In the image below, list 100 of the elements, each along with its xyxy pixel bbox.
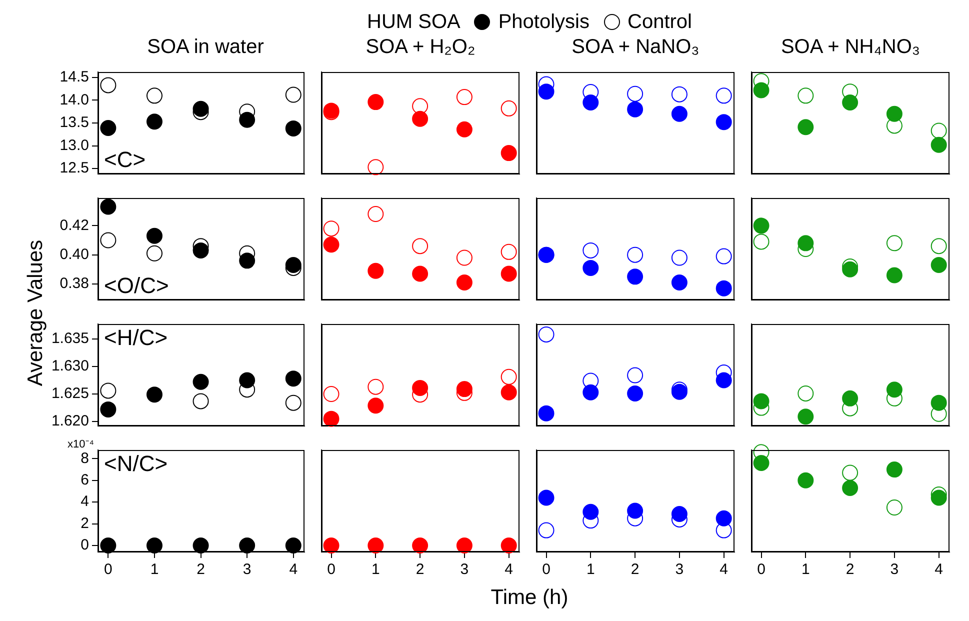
x-tick-label: 2 [846, 561, 854, 578]
point [368, 398, 384, 414]
legend-label: Control [628, 10, 692, 34]
text: x10⁻⁴ [68, 438, 94, 451]
point [627, 101, 644, 118]
point [100, 198, 116, 215]
point [323, 386, 340, 402]
x-tick-label: 2 [196, 561, 205, 578]
point [627, 502, 644, 519]
point [930, 257, 947, 274]
point [753, 455, 770, 472]
y-tick-label: 13.0 [60, 136, 89, 154]
point [753, 82, 770, 98]
point [716, 372, 732, 388]
point [716, 522, 732, 538]
y-tick-label: 14.0 [60, 91, 89, 108]
x-tick-label: 4 [504, 561, 514, 578]
point [716, 88, 732, 104]
x-tick-label: 3 [460, 561, 469, 578]
x-tick-label: 2 [630, 561, 640, 578]
point [716, 248, 732, 264]
chart-title: SOA + NH₄NO₃ [780, 36, 922, 60]
point [671, 274, 688, 291]
point [842, 390, 858, 406]
legend-title: HUM SOA [367, 10, 460, 34]
point [671, 250, 688, 266]
point [582, 260, 599, 276]
x-tick-label: 4 [289, 561, 298, 578]
point [886, 267, 902, 284]
point [456, 89, 472, 106]
point [285, 120, 302, 136]
y-tick-label: 13.5 [60, 114, 89, 132]
y-tick-label: 2 [80, 514, 89, 532]
x-tick-label: 4 [720, 561, 728, 578]
point [753, 393, 770, 410]
y-tick-label: 0.38 [60, 275, 89, 292]
y-tick-label: 1.625 [51, 385, 89, 402]
y-tick-label: 0.42 [60, 216, 89, 234]
x-tick-label: 2 [416, 561, 424, 578]
point [538, 405, 554, 422]
point [500, 266, 517, 282]
x-tick-label: 1 [371, 561, 380, 578]
point [285, 370, 302, 387]
chart-title: SOA + H₂O₂ [364, 36, 476, 60]
point [146, 386, 162, 403]
point [842, 480, 858, 496]
point [886, 118, 902, 134]
point [582, 384, 599, 400]
y-tick-label: 12.5 [60, 160, 89, 177]
x-tick-label: 3 [675, 561, 684, 578]
point [100, 232, 116, 248]
y-tick-label: 0 [80, 536, 89, 554]
point [100, 401, 116, 418]
point [930, 122, 947, 139]
x-tick-label: 3 [890, 561, 899, 578]
y-tick-label: 1.620 [51, 412, 89, 430]
point [671, 106, 688, 122]
point [412, 98, 428, 114]
point [412, 110, 428, 127]
point [239, 252, 256, 269]
point [886, 382, 902, 398]
x-tick-label: 1 [150, 561, 159, 578]
x-axis-title: Time (h) [490, 586, 570, 610]
y-tick-label: 1.635 [51, 330, 89, 348]
point [456, 121, 472, 138]
x-tick-label: 4 [934, 561, 944, 578]
x-tick-label: 0 [542, 561, 550, 578]
y-tick-label: 6 [80, 472, 89, 489]
point [412, 380, 428, 396]
point [192, 374, 209, 390]
point [538, 490, 554, 506]
point [753, 234, 770, 250]
point [146, 245, 162, 262]
point [582, 242, 599, 258]
point [627, 385, 644, 402]
point [500, 384, 517, 400]
point [146, 114, 162, 130]
point [842, 464, 858, 481]
point [930, 136, 947, 153]
point [239, 372, 256, 388]
point [930, 238, 947, 254]
point [716, 114, 732, 130]
point [627, 246, 644, 263]
point [368, 206, 384, 222]
y-tick-label: 1.630 [51, 358, 89, 375]
point [930, 394, 947, 411]
point [886, 462, 902, 478]
y-tick-label: 4 [80, 493, 89, 510]
point [456, 250, 472, 266]
point [500, 368, 517, 385]
point [886, 235, 902, 252]
point [582, 372, 599, 389]
point [582, 504, 599, 520]
y-tick-label: 0.40 [60, 246, 89, 263]
point [323, 236, 340, 253]
x-tick-label: 0 [104, 561, 112, 578]
point [798, 408, 814, 425]
point [500, 100, 517, 116]
point [798, 472, 814, 488]
point [100, 382, 116, 399]
